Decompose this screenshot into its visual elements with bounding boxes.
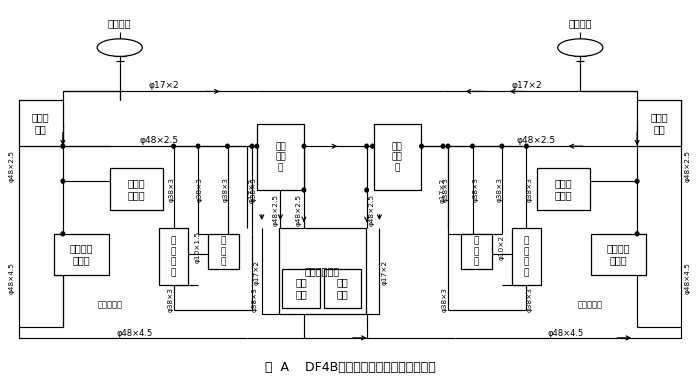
Text: φ48×2.5: φ48×2.5 bbox=[296, 194, 302, 226]
Circle shape bbox=[636, 179, 639, 183]
Text: φ10×1.5: φ10×1.5 bbox=[195, 231, 201, 263]
Circle shape bbox=[365, 188, 368, 192]
Text: φ48×2.5: φ48×2.5 bbox=[685, 150, 691, 182]
Circle shape bbox=[636, 232, 639, 236]
Bar bbox=[323, 269, 360, 308]
Circle shape bbox=[61, 179, 64, 183]
Text: φ38×3: φ38×3 bbox=[252, 287, 258, 312]
Circle shape bbox=[365, 144, 368, 148]
Bar bbox=[279, 228, 365, 314]
Bar bbox=[537, 168, 590, 210]
Text: 中冷风扇: 中冷风扇 bbox=[568, 19, 592, 28]
Text: φ17×2: φ17×2 bbox=[382, 260, 387, 285]
Circle shape bbox=[470, 144, 475, 148]
Text: φ48×2.5: φ48×2.5 bbox=[139, 136, 178, 145]
Circle shape bbox=[441, 144, 445, 148]
Text: 油水热
交换器: 油水热 交换器 bbox=[555, 178, 573, 200]
Text: φ48×2.5: φ48×2.5 bbox=[272, 194, 279, 226]
Circle shape bbox=[250, 144, 254, 148]
Ellipse shape bbox=[97, 39, 142, 56]
Text: φ48×4.5: φ48×4.5 bbox=[116, 329, 153, 338]
Text: φ48×2.5: φ48×2.5 bbox=[517, 136, 556, 145]
Text: φ38×3: φ38×3 bbox=[168, 287, 174, 312]
Bar bbox=[208, 234, 239, 269]
Text: φ48×4.5: φ48×4.5 bbox=[685, 262, 691, 294]
Text: 中
冷
水
管: 中 冷 水 管 bbox=[524, 236, 529, 277]
Text: 安
全
阀: 安 全 阀 bbox=[221, 236, 226, 267]
Text: 静液
压油
筱: 静液 压油 筱 bbox=[392, 142, 402, 173]
Bar bbox=[374, 124, 421, 190]
Circle shape bbox=[61, 232, 64, 236]
Text: 静液
压泵: 静液 压泵 bbox=[295, 277, 307, 299]
Circle shape bbox=[255, 144, 259, 148]
Text: 高
温
水
管: 高 温 水 管 bbox=[171, 236, 176, 277]
Bar bbox=[54, 234, 109, 276]
Circle shape bbox=[225, 144, 230, 148]
Text: φ48×4.5: φ48×4.5 bbox=[9, 262, 15, 294]
Circle shape bbox=[196, 144, 200, 148]
Bar bbox=[257, 124, 304, 190]
Text: φ17×2: φ17×2 bbox=[249, 177, 255, 203]
Text: 静液
压油
筱: 静液 压油 筱 bbox=[275, 142, 286, 173]
Text: 高温风扇: 高温风扇 bbox=[108, 19, 132, 28]
Text: 侧百叶窗
液压缸: 侧百叶窗 液压缸 bbox=[70, 244, 93, 266]
Bar bbox=[282, 269, 320, 308]
Text: 侧百叶窗
液压缸: 侧百叶窗 液压缸 bbox=[607, 244, 630, 266]
Text: φ38×3: φ38×3 bbox=[526, 177, 532, 203]
Circle shape bbox=[61, 144, 64, 148]
Text: φ17×2: φ17×2 bbox=[148, 81, 179, 90]
Text: φ38×3: φ38×3 bbox=[197, 177, 203, 203]
Bar bbox=[461, 234, 492, 269]
Text: 安
全
阀: 安 全 阀 bbox=[474, 236, 479, 267]
Text: φ38×3: φ38×3 bbox=[443, 177, 449, 203]
Text: φ17×2: φ17×2 bbox=[511, 81, 542, 90]
Text: φ10×2: φ10×2 bbox=[499, 234, 505, 260]
Text: φ17×2: φ17×2 bbox=[254, 260, 260, 285]
Ellipse shape bbox=[558, 39, 603, 56]
Text: φ48×2.5: φ48×2.5 bbox=[9, 150, 15, 182]
Bar bbox=[637, 100, 681, 146]
Text: 静液压
马达: 静液压 马达 bbox=[650, 112, 668, 134]
Circle shape bbox=[172, 144, 176, 148]
Circle shape bbox=[500, 144, 504, 148]
Text: φ38×3: φ38×3 bbox=[223, 177, 228, 203]
Text: φ48×2.5: φ48×2.5 bbox=[369, 194, 375, 226]
Bar bbox=[159, 228, 188, 285]
Circle shape bbox=[420, 144, 424, 148]
Bar bbox=[512, 228, 541, 285]
Text: φ38×3: φ38×3 bbox=[251, 177, 257, 203]
Bar bbox=[19, 100, 63, 146]
Text: φ38×3: φ38×3 bbox=[442, 287, 448, 312]
Circle shape bbox=[302, 188, 306, 192]
Circle shape bbox=[302, 144, 306, 148]
Text: φ38×3: φ38×3 bbox=[497, 177, 503, 203]
Text: φ17×2: φ17×2 bbox=[440, 177, 446, 203]
Text: φ38×3: φ38×3 bbox=[473, 177, 478, 203]
Text: 油水热
交换器: 油水热 交换器 bbox=[127, 178, 145, 200]
Text: 静液压
马达: 静液压 马达 bbox=[32, 112, 50, 134]
Text: φ38×3: φ38×3 bbox=[169, 177, 174, 203]
Text: 静液
压泵: 静液 压泵 bbox=[336, 277, 348, 299]
Bar bbox=[110, 168, 163, 210]
Text: 温度控制阀: 温度控制阀 bbox=[97, 301, 122, 309]
Text: 图  A    DF4B型机车静液压系统工作原理图: 图 A DF4B型机车静液压系统工作原理图 bbox=[265, 361, 435, 374]
Bar bbox=[591, 234, 646, 276]
Circle shape bbox=[446, 144, 450, 148]
Text: φ38×3: φ38×3 bbox=[526, 287, 532, 312]
Text: 温度控制阀: 温度控制阀 bbox=[578, 301, 603, 309]
Text: 静液压变速筱: 静液压变速筱 bbox=[305, 266, 340, 276]
Circle shape bbox=[371, 144, 374, 148]
Text: φ48×4.5: φ48×4.5 bbox=[547, 329, 584, 338]
Circle shape bbox=[524, 144, 528, 148]
